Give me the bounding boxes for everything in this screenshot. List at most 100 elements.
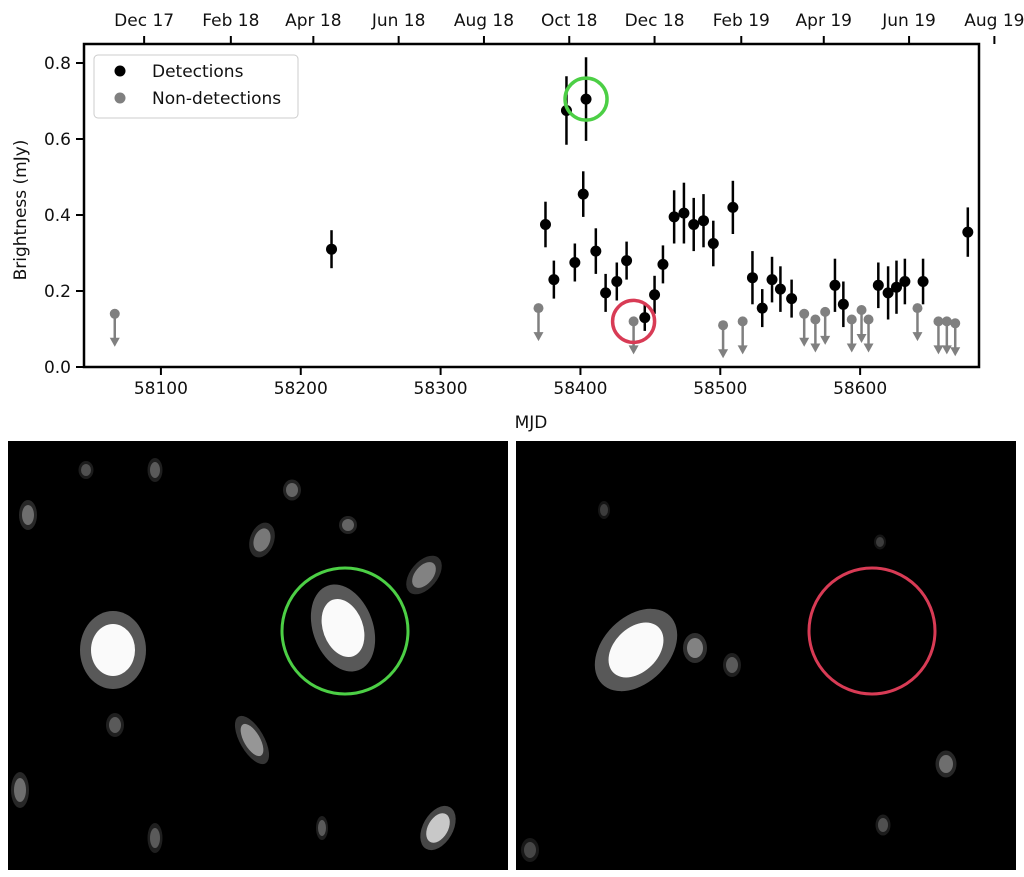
detection-point [872,262,884,309]
arrow-head [933,345,944,355]
detection-marker [649,289,661,301]
detection-marker [872,279,884,291]
detection-marker [774,283,786,295]
highlight-circles [563,76,657,345]
non-detection-marker [912,303,923,314]
detection-point [678,182,690,244]
non-detection-marker [737,316,748,327]
non-detection-point [799,308,810,347]
transient-source [310,584,376,672]
faint-source [598,501,610,519]
faint-source [339,516,357,534]
non-detection-point [846,314,857,353]
non-detection-point [863,314,874,353]
detection-point [668,190,680,244]
arrow-head [950,347,961,357]
x-tick-label: 58100 [134,379,188,399]
detection-marker [678,207,690,219]
top-tick-label: Dec 18 [625,11,685,31]
non-detection-point [810,314,821,353]
detection-marker [746,272,758,284]
detection-marker [882,287,894,299]
faint-source [147,823,163,853]
arrow-head [810,343,821,353]
legend-non-detections-marker [114,92,126,104]
bright-source [594,608,678,692]
source-core [318,820,326,836]
y-tick-label: 0.8 [44,54,71,74]
detection-point [917,258,929,305]
detection-marker [786,293,798,305]
detection-marker [621,255,633,267]
arrow-head [628,345,639,355]
faint-source [11,772,29,808]
detection-image-circle [280,566,410,696]
detection-point [611,262,623,301]
source-core [939,755,953,773]
detection-marker [580,93,592,105]
faint-source [874,534,886,550]
non-detection-point [737,316,748,355]
detection-marker-circle [563,76,609,122]
detection-marker [766,274,778,286]
detection-marker [600,287,612,299]
detection-point [548,260,560,299]
source-core [687,638,703,658]
top-tick-label: Aug 19 [964,11,1024,31]
detection-point [837,281,849,328]
detection-point [899,258,911,305]
source-core [150,828,160,848]
top-tick-label: Apr 19 [796,11,852,31]
source-core [608,622,664,678]
source-core [286,483,298,497]
non-detection-marker [799,308,810,319]
non-detection-point [912,303,923,342]
detection-marker [657,258,669,270]
arrow-head [737,345,748,355]
detection-marker [962,226,974,238]
top-tick-label: Oct 18 [541,11,597,31]
arrow-head [820,335,831,345]
detection-point [639,304,651,331]
non-detection-marker [846,314,857,325]
faint-source [420,805,456,851]
detection-marker [548,274,560,286]
detection-point [539,201,551,248]
source-core [109,717,121,733]
legend: Detections Non-detections [93,54,299,119]
top-tick-label: Jun 18 [371,11,426,31]
non-detection-marker [856,305,867,315]
top-tick-label: Feb 18 [202,11,259,31]
non-detection-marker [933,316,944,327]
arrow-head [863,343,874,353]
arrow-head [941,345,952,355]
x-tick-label: 58200 [274,379,328,399]
source-core [253,528,271,552]
detection-marker [727,201,739,213]
legend-box [93,54,299,119]
non-detection-point [933,316,944,355]
non-detection-marker [950,318,961,329]
detection-marker [577,188,589,200]
non-detection-point [820,306,831,345]
detection-point [688,197,700,252]
detection-marker [829,279,841,291]
non-detection-image-background [516,441,1016,870]
faint-source [234,715,270,765]
detection-marker [668,211,680,223]
detection-marker [756,302,768,314]
non-detection-marker-circle [610,298,657,345]
faint-source [683,633,707,663]
arrow-head [533,332,544,342]
y-tick-label: 0.6 [44,130,71,150]
source-core [726,657,738,673]
faint-source [723,653,741,677]
source-core [342,519,354,531]
legend-non-detections-label: Non-detections [152,89,281,109]
detection-marker [611,276,623,287]
detection-marker [590,245,602,257]
detection-point [756,289,768,328]
y-tick-label: 0.2 [44,282,71,302]
detection-point [962,207,974,257]
